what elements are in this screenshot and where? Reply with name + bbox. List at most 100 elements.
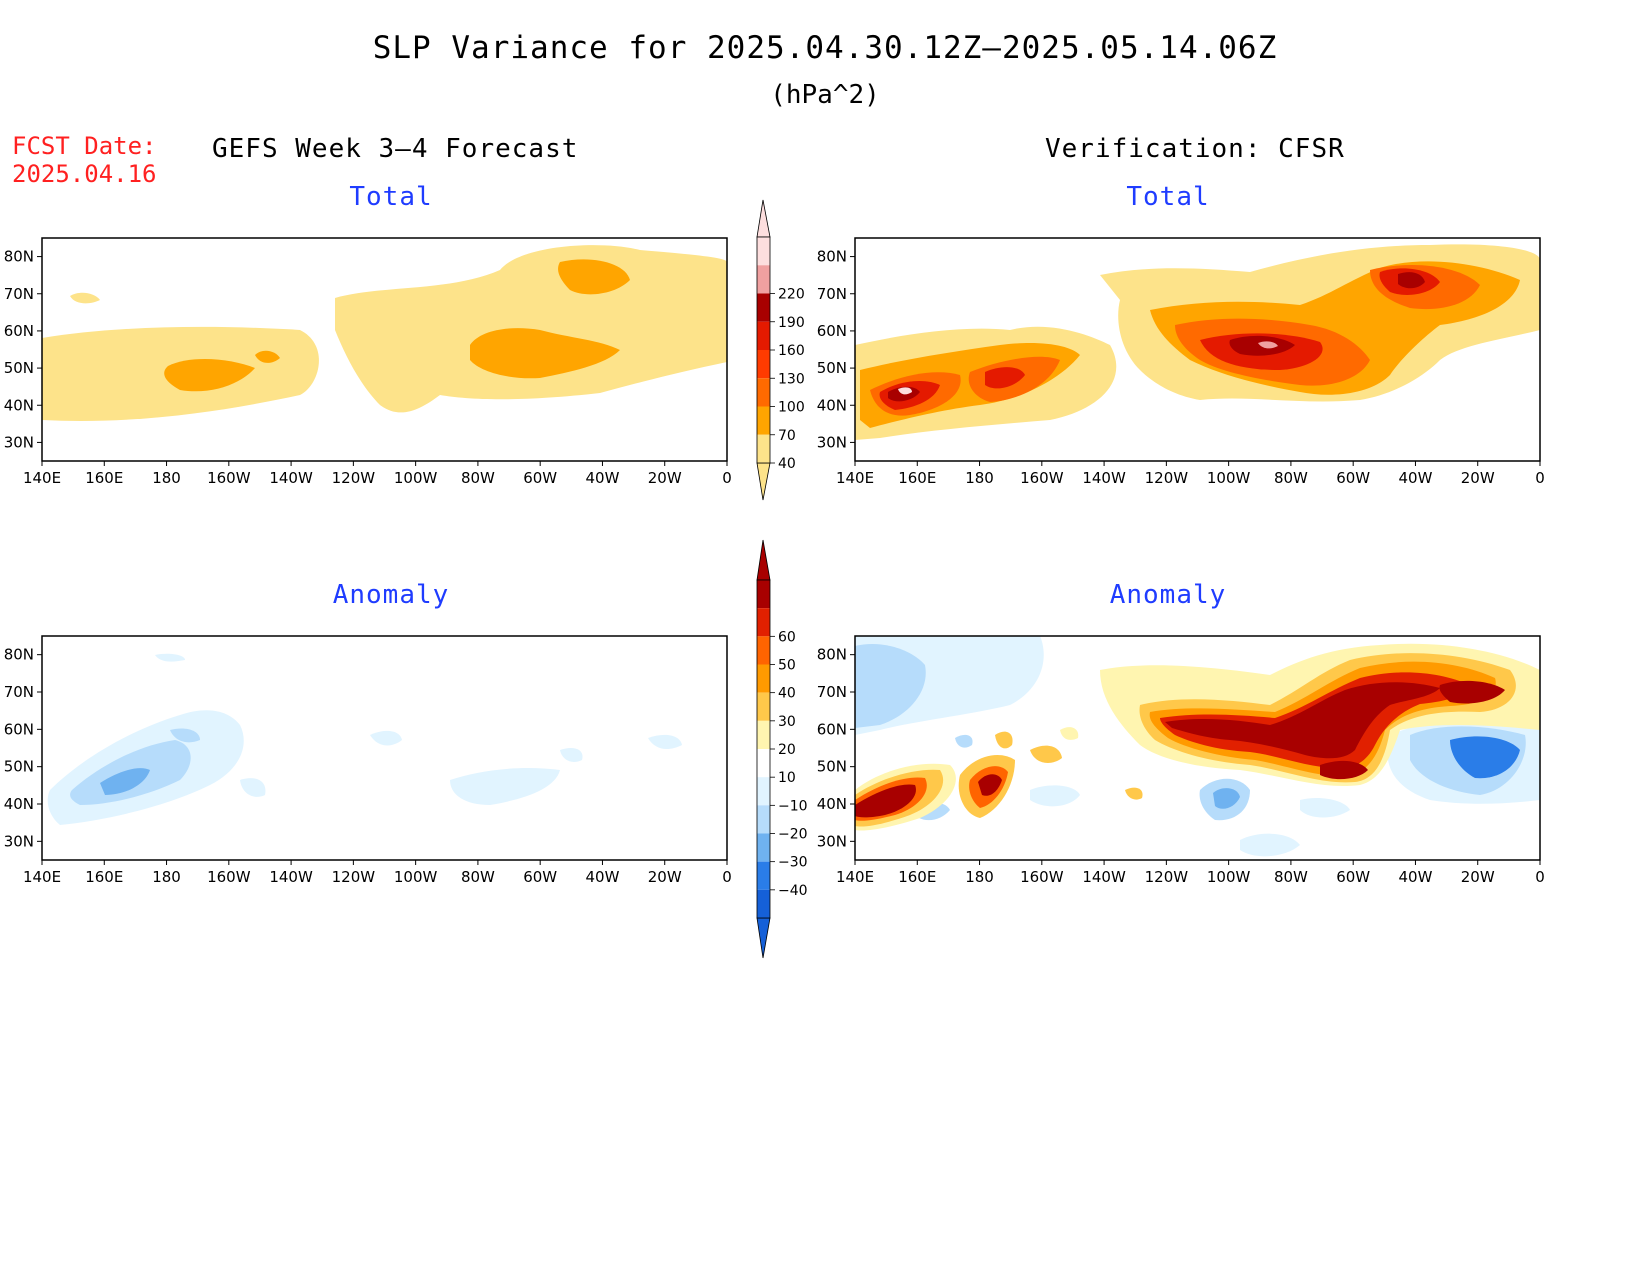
lat-tick-label: 40N: [4, 396, 34, 414]
panel-title-verification-anomaly: Anomaly: [1109, 580, 1227, 610]
lat-tick-label: 40N: [817, 396, 847, 414]
lat-tick-label: 70N: [4, 683, 34, 701]
colorbar-label: 60: [778, 629, 796, 645]
lon-tick-label: 100W: [1207, 469, 1251, 487]
colorbar-swatch: [757, 321, 770, 350]
lat-tick-label: 50N: [817, 359, 847, 377]
lat-tick-label: 70N: [4, 285, 34, 303]
lon-tick-label: 0: [722, 469, 732, 487]
colorbar-label: −10: [778, 798, 808, 814]
colorbar-label: 100: [778, 400, 805, 416]
colorbar-label: 30: [778, 714, 796, 730]
total-colorbar: 40 70 100 130 160 190 220: [756, 199, 805, 501]
anomaly-colorbar-bottom-arrow: [756, 917, 771, 959]
lon-tick-label: 20W: [1461, 469, 1495, 487]
total-colorbar-bottom-arrow: [756, 462, 771, 501]
units-label: (hPa^2): [770, 80, 880, 110]
lat-tick-label: 30N: [4, 832, 34, 850]
lat-tick-label: 60N: [4, 322, 34, 340]
colorbar-swatch: [757, 636, 770, 665]
colorbar-swatch: [757, 434, 770, 463]
fcst-date-label: FCST Date:: [12, 132, 157, 160]
lon-tick-label: 140E: [23, 868, 61, 886]
colorbar-label: 20: [778, 742, 796, 758]
colorbar-label: 160: [778, 343, 805, 359]
lon-tick-label: 180: [965, 469, 994, 487]
map-forecast-anomaly: [41, 635, 728, 861]
lon-tick-label: 100W: [394, 469, 438, 487]
lat-tick-label: 80N: [817, 646, 847, 664]
colorbar-label: −40: [778, 883, 808, 899]
panel-title-forecast-total: Total: [349, 182, 433, 212]
lat-tick-label: 40N: [817, 795, 847, 813]
colorbar-label: 130: [778, 371, 805, 387]
colorbar-swatch: [757, 293, 770, 322]
lon-tick-label: 160E: [898, 868, 936, 886]
lon-tick-label: 140E: [836, 469, 874, 487]
lon-tick-label: 0: [1535, 868, 1545, 886]
lon-tick-label: 80W: [461, 469, 495, 487]
lon-tick-label: 60W: [523, 469, 557, 487]
lon-tick-label: 180: [152, 469, 181, 487]
panel-title-verification-total: Total: [1126, 182, 1210, 212]
lon-tick-label: 20W: [648, 469, 682, 487]
lon-tick-label: 40W: [1398, 469, 1432, 487]
lon-tick-label: 160E: [898, 469, 936, 487]
lat-tick-label: 80N: [4, 248, 34, 266]
colorbar-swatch: [757, 805, 770, 834]
lat-tick-label: 60N: [817, 720, 847, 738]
lat-tick-label: 30N: [817, 832, 847, 850]
map-verification-anomaly: [854, 635, 1541, 861]
lon-tick-label: 160W: [207, 469, 251, 487]
lon-tick-label: 140E: [836, 868, 874, 886]
colorbar-swatch: [757, 378, 770, 407]
colorbar-label: 40: [778, 456, 796, 472]
lat-tick-label: 70N: [817, 683, 847, 701]
lon-tick-label: 20W: [1461, 868, 1495, 886]
lat-tick-label: 50N: [4, 758, 34, 776]
lon-tick-label: 160W: [1020, 469, 1064, 487]
colorbar-swatch: [757, 777, 770, 806]
lat-tick-label: 50N: [4, 359, 34, 377]
colorbar-swatch: [757, 720, 770, 749]
colorbar-swatch: [757, 406, 770, 435]
lat-tick-label: 80N: [4, 646, 34, 664]
lon-tick-label: 140E: [23, 469, 61, 487]
colorbar-label: −30: [778, 855, 808, 871]
right-column-heading: Verification: CFSR: [1045, 134, 1345, 164]
total-colorbar-top-arrow: [756, 199, 771, 238]
lon-tick-label: 140W: [269, 469, 313, 487]
panel-title-forecast-anomaly: Anomaly: [332, 580, 450, 610]
lon-tick-label: 40W: [585, 469, 619, 487]
fcst-date-value: 2025.04.16: [12, 160, 157, 188]
lon-tick-label: 120W: [1145, 469, 1189, 487]
colorbar-swatch: [757, 608, 770, 637]
colorbar-label: 70: [778, 428, 796, 444]
lon-tick-label: 60W: [1336, 469, 1370, 487]
lon-tick-label: 140W: [1082, 868, 1126, 886]
map-verification-total: [854, 237, 1541, 462]
anomaly-colorbar-top-arrow: [756, 539, 771, 581]
colorbar-label: 40: [778, 686, 796, 702]
lon-tick-label: 120W: [1145, 868, 1189, 886]
map-axes: 80N 70N 60N 50N 40N 30N 140E 160E 180 160W 140W 120…: [4, 248, 1545, 886]
colorbar-swatch: [757, 749, 770, 778]
lon-tick-label: 40W: [585, 868, 619, 886]
lon-tick-label: 160E: [85, 868, 123, 886]
lat-tick-label: 70N: [817, 285, 847, 303]
lon-tick-label: 120W: [332, 469, 376, 487]
lon-tick-label: 180: [965, 868, 994, 886]
figure-title: SLP Variance for 2025.04.30.12Z—2025.05.…: [372, 30, 1278, 66]
colorbar-label: 190: [778, 315, 805, 331]
lat-tick-label: 30N: [4, 433, 34, 451]
lon-tick-label: 120W: [332, 868, 376, 886]
lon-tick-label: 80W: [1274, 868, 1308, 886]
colorbar-label: 10: [778, 770, 796, 786]
lon-tick-label: 180: [152, 868, 181, 886]
lat-tick-label: 50N: [817, 758, 847, 776]
lon-tick-label: 160W: [207, 868, 251, 886]
lon-tick-label: 0: [722, 868, 732, 886]
left-column-heading: GEFS Week 3—4 Forecast: [212, 134, 579, 164]
lon-tick-label: 140W: [1082, 469, 1126, 487]
